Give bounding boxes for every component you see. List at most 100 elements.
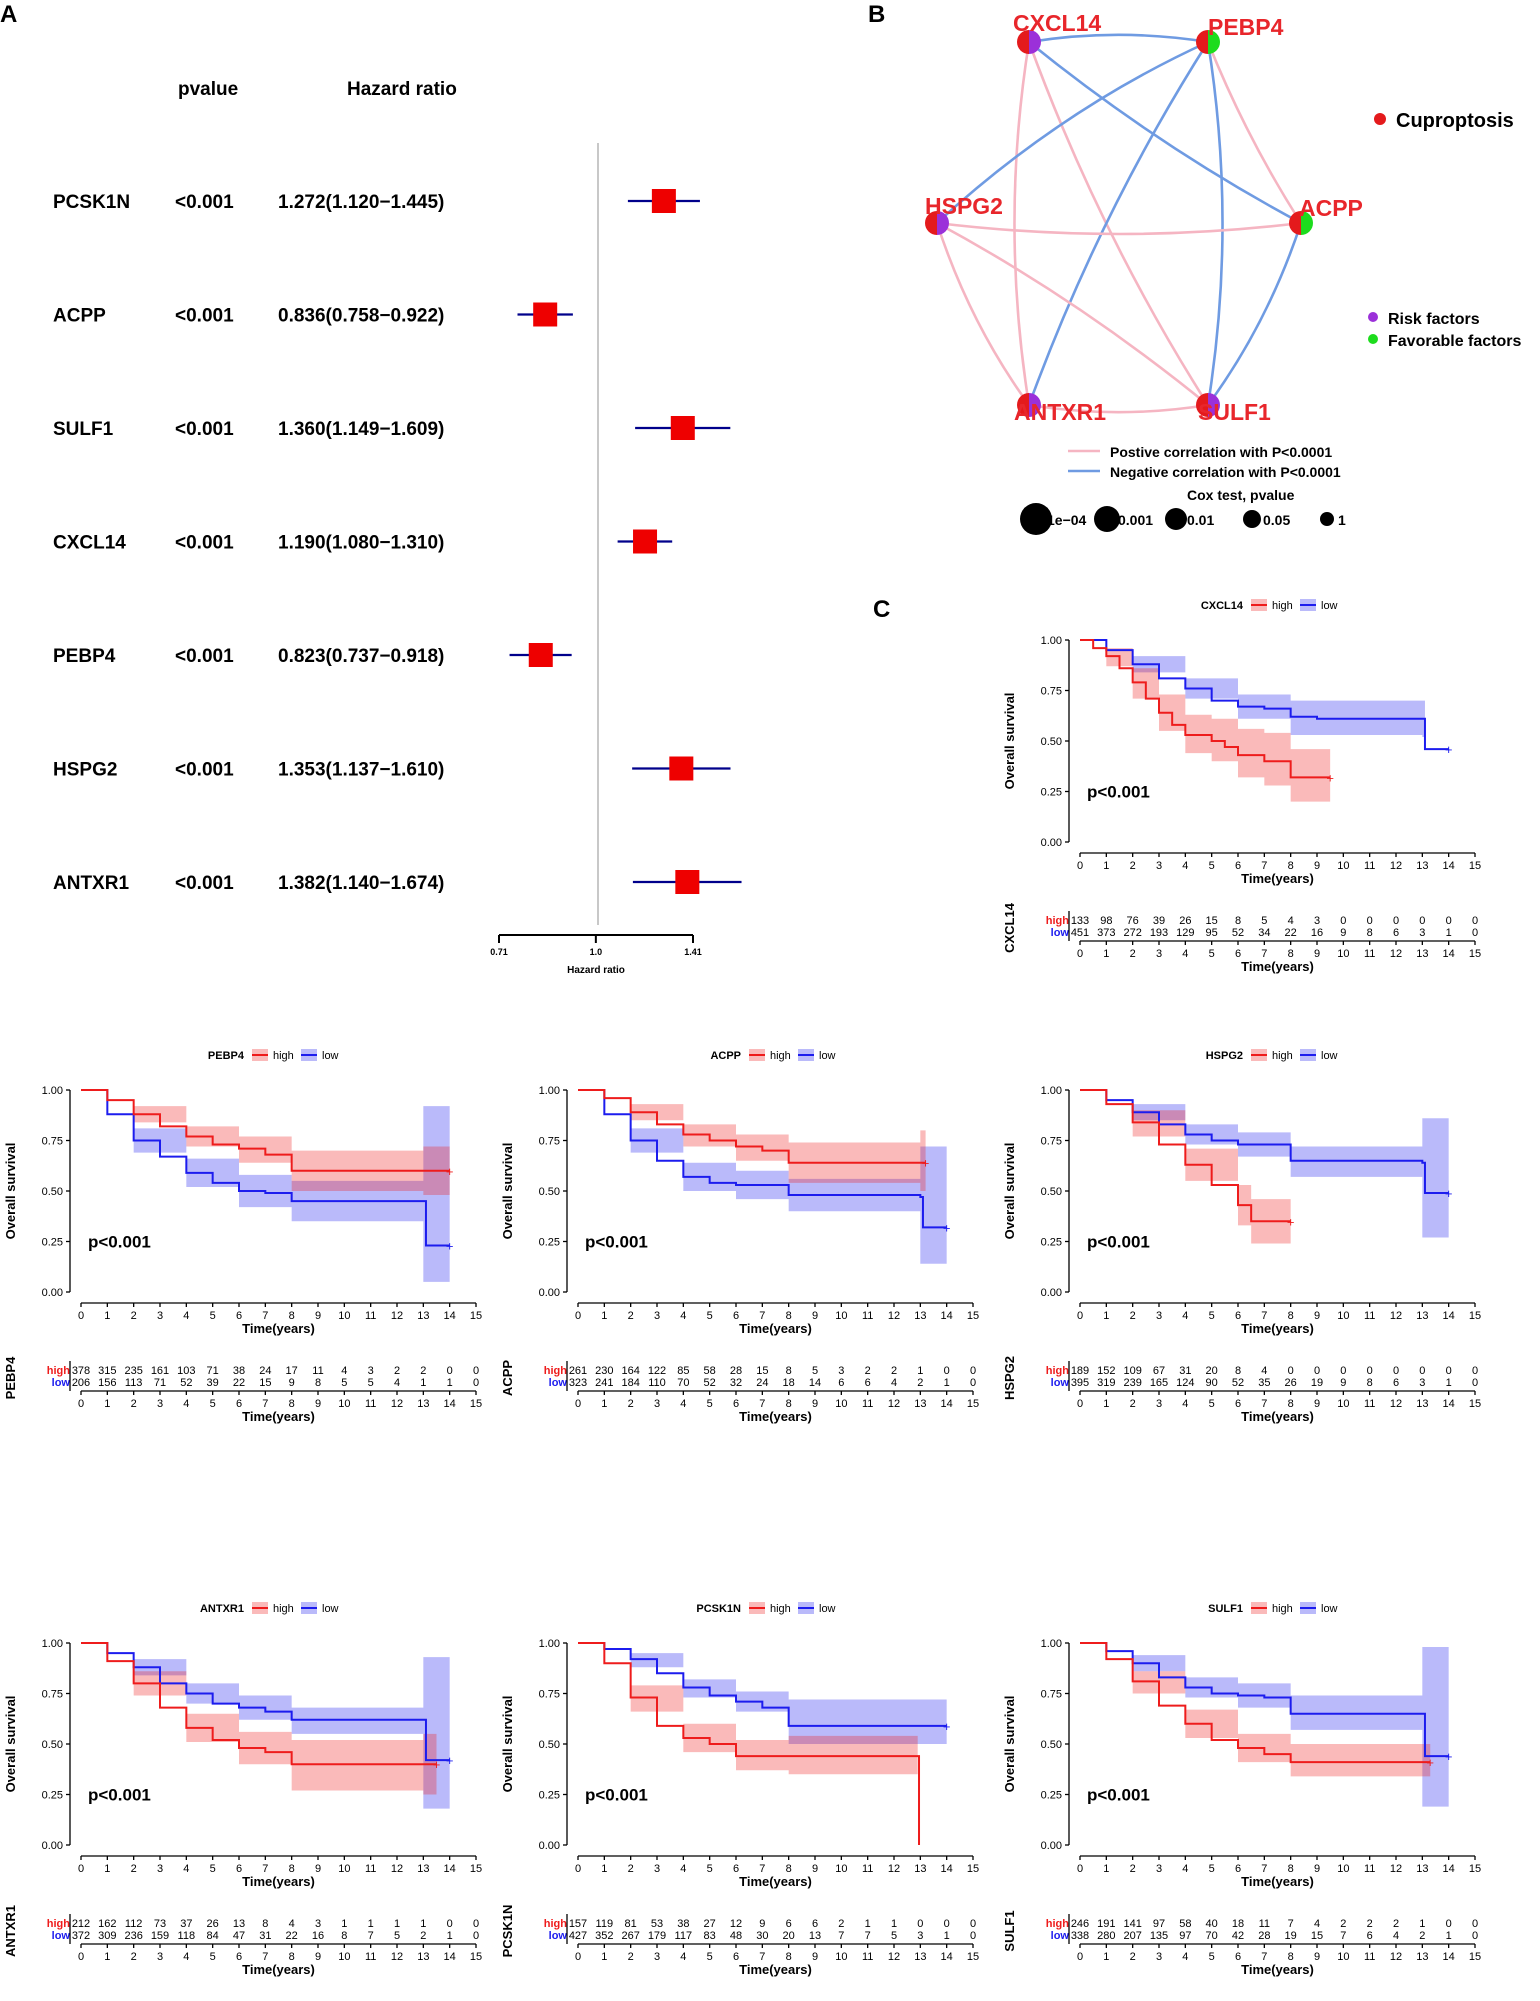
- km-legend-high-label: high: [770, 1050, 791, 1062]
- km-x-tick-label: 11: [862, 1863, 873, 1875]
- forest-hr-box: [651, 189, 676, 213]
- km-legend-gene: CXCL14: [1201, 600, 1244, 612]
- km-legend-high-swatch: [1251, 599, 1267, 611]
- risk-x-tick-label: 5: [210, 1951, 216, 1963]
- risk-count-low: 7: [1340, 1930, 1346, 1942]
- risk-count-low: 0: [1472, 1930, 1478, 1942]
- km-x-tick-label: 9: [812, 1863, 818, 1875]
- km-x-tick-label: 2: [131, 1310, 137, 1322]
- risk-count-high: 53: [651, 1918, 663, 1930]
- positive-correlation-edge: [936, 221, 1302, 236]
- risk-count-high: 0: [944, 1918, 950, 1930]
- km-x-tick-label: 7: [1261, 1310, 1267, 1322]
- risk-x-tick-label: 7: [1261, 948, 1267, 960]
- km-plot-pebp4: PEBP4 high low++0.000.250.500.751.00Overal…: [3, 1049, 482, 1424]
- km-x-tick-label: 12: [391, 1863, 403, 1875]
- risk-count-high: 162: [98, 1918, 116, 1930]
- km-x-tick-label: 0: [575, 1863, 581, 1875]
- risk-count-low: 6: [1393, 927, 1399, 939]
- km-x-tick-label: 2: [1130, 860, 1136, 872]
- risk-x-tick-label: 9: [1314, 948, 1320, 960]
- risk-x-tick-label: 9: [315, 1398, 321, 1410]
- risk-x-tick-label: 2: [131, 1951, 137, 1963]
- risk-table-gene-label: SULF1: [1002, 1910, 1017, 1951]
- risk-x-tick-label: 0: [1077, 948, 1083, 960]
- km-x-tick-label: 9: [315, 1863, 321, 1875]
- risk-count-high: 31: [1179, 1365, 1191, 1377]
- risk-table-gene-label: ACPP: [500, 1360, 515, 1396]
- risk-count-low: 1: [944, 1377, 950, 1389]
- risk-x-label: Time(years): [739, 1409, 812, 1424]
- forest-gene-label: ANTXR1: [53, 873, 129, 894]
- risk-count-low: 19: [1285, 1930, 1297, 1942]
- risk-count-low: 9: [289, 1377, 295, 1389]
- forest-gene-label: CXCL14: [53, 533, 126, 554]
- risk-count-low: 90: [1206, 1377, 1218, 1389]
- forest-hr-box: [533, 302, 558, 327]
- km-x-tick-label: 6: [1235, 1310, 1241, 1322]
- risk-count-low: 1: [1446, 927, 1452, 939]
- risk-count-low: 15: [259, 1377, 271, 1389]
- risk-count-high: 17: [286, 1365, 298, 1377]
- forest-pvalue: <0.001: [175, 192, 234, 213]
- node-label: ANTXR1: [1014, 399, 1106, 425]
- km-censor-low: +: [943, 1220, 951, 1235]
- risk-row-label-low: low: [52, 1930, 71, 1942]
- risk-count-high: 5: [1261, 915, 1267, 927]
- risk-count-high: 1: [917, 1365, 923, 1377]
- km-curve-high: [578, 1642, 921, 1845]
- risk-count-high: 76: [1127, 915, 1139, 927]
- risk-count-low: 3: [917, 1930, 923, 1942]
- km-y-tick-label: 0.00: [539, 1287, 560, 1299]
- risk-count-high: 164: [621, 1365, 639, 1377]
- risk-x-tick-label: 14: [1443, 1951, 1455, 1963]
- risk-row-label-high: high: [47, 1365, 70, 1377]
- risk-count-low: 8: [315, 1377, 321, 1389]
- forest-hr-box: [669, 756, 694, 781]
- risk-x-tick-label: 3: [157, 1951, 163, 1963]
- risk-count-low: 22: [286, 1930, 298, 1942]
- risk-count-low: 207: [1123, 1930, 1141, 1942]
- risk-x-tick-label: 4: [680, 1398, 686, 1410]
- risk-count-low: 0: [1472, 1377, 1478, 1389]
- risk-count-high: 0: [1446, 1918, 1452, 1930]
- km-x-tick-label: 4: [1182, 1310, 1188, 1322]
- km-y-tick-label: 0.00: [1041, 837, 1062, 849]
- node-risk-half: [937, 211, 949, 235]
- risk-count-low: 118: [178, 1930, 196, 1942]
- km-censor-low: +: [1445, 1186, 1453, 1201]
- forest-hr-box: [528, 643, 553, 667]
- risk-x-tick-label: 12: [391, 1951, 403, 1963]
- km-x-tick-label: 9: [1314, 1310, 1320, 1322]
- risk-x-tick-label: 12: [1390, 1951, 1402, 1963]
- risk-count-low: 2: [420, 1930, 426, 1942]
- km-x-tick-label: 1: [104, 1863, 110, 1875]
- km-curve-high: [1080, 639, 1331, 779]
- km-legend-high-label: high: [1272, 1050, 1293, 1062]
- km-pvalue: p<0.001: [585, 1786, 648, 1805]
- risk-x-tick-label: 14: [1443, 948, 1455, 960]
- risk-count-low: 15: [1311, 1930, 1323, 1942]
- risk-count-high: 141: [1123, 1918, 1141, 1930]
- km-legend-gene: PCSK1N: [696, 1603, 741, 1615]
- risk-count-high: 4: [1288, 915, 1294, 927]
- km-x-tick-label: 11: [1364, 1863, 1375, 1875]
- risk-count-high: 0: [1446, 1365, 1452, 1377]
- risk-count-low: 20: [783, 1930, 795, 1942]
- km-y-tick-label: 1.00: [42, 1638, 63, 1650]
- risk-count-low: 84: [207, 1930, 219, 1942]
- km-x-tick-label: 0: [1077, 860, 1083, 872]
- node-label: CXCL14: [1013, 10, 1101, 36]
- risk-count-low: 352: [595, 1930, 613, 1942]
- risk-count-high: 261: [569, 1365, 587, 1377]
- km-x-tick-label: 10: [1337, 1863, 1349, 1875]
- km-y-tick-label: 0.75: [42, 1136, 63, 1148]
- km-x-tick-label: 10: [338, 1863, 350, 1875]
- risk-count-low: 7: [865, 1930, 871, 1942]
- risk-x-tick-label: 9: [1314, 1398, 1320, 1410]
- km-x-tick-label: 11: [862, 1310, 873, 1322]
- km-x-tick-label: 12: [1390, 1863, 1402, 1875]
- risk-count-low: 70: [1206, 1930, 1218, 1942]
- risk-count-low: 179: [648, 1930, 666, 1942]
- km-x-tick-label: 10: [1337, 1310, 1349, 1322]
